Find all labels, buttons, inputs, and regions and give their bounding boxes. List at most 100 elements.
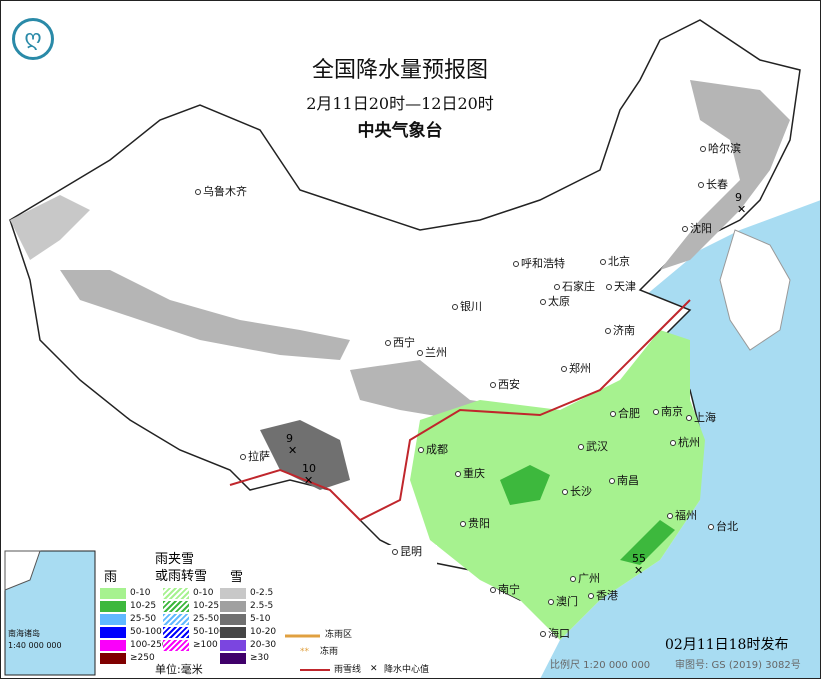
legend-swatch-snow: [220, 653, 246, 664]
city-label: 澳门: [548, 595, 578, 608]
rain-snow-line: [229, 299, 691, 522]
legend-swatch-sleet: [163, 601, 189, 612]
korea-japan-land: [719, 229, 791, 351]
legend-swatch-rain: [100, 601, 126, 612]
city-label: 南昌: [609, 474, 639, 487]
legend-swatch-snow: [220, 588, 246, 599]
city-label: 沈阳: [682, 222, 712, 235]
legend-rain-title: 雨: [104, 570, 118, 585]
precip-center-value: 9: [286, 432, 293, 445]
city-label: 哈尔滨: [700, 142, 741, 155]
city-label: 南宁: [490, 583, 520, 596]
snow-area-west: [60, 270, 350, 360]
legend-label-rain: 0-10: [130, 588, 151, 598]
precip-center-x-icon: ✕: [288, 444, 298, 457]
city-label: 广州: [570, 572, 600, 585]
legend-label-snow: 2.5-5: [250, 601, 274, 611]
legend-label-rain: ≥250: [130, 653, 155, 663]
legend-label-snow: 0-2.5: [250, 588, 274, 598]
city-label: 西宁: [385, 336, 415, 349]
agency-name: 中央气象台: [357, 121, 443, 141]
map-title: 全国降水量预报图: [311, 58, 488, 83]
legend-label-snow: 5-10: [250, 614, 271, 624]
precip-center-x-icon: ✕: [737, 203, 747, 216]
city-label: 昆明: [392, 545, 422, 558]
snow-area-northeast: [660, 80, 790, 270]
legend-swatch-sleet: [163, 640, 189, 651]
legend-sleet-title: 雨夹雪: [155, 552, 195, 567]
city-label: 拉萨: [240, 450, 270, 463]
inset-label: 南海诸岛: [8, 629, 40, 638]
city-label: 太原: [540, 295, 570, 308]
legend-freezing-rain: 冻雨: [320, 647, 339, 657]
legend-unit: 单位:毫米: [155, 663, 203, 676]
legend-label-sleet: 25-50: [193, 614, 220, 624]
legend-sleet-title2: 或雨转雪: [155, 569, 208, 584]
snow-area-tibet: [260, 420, 350, 490]
legend-snow-title: 雪: [230, 570, 244, 585]
city-label: 合肥: [610, 407, 640, 420]
legend-label-rain: 100-250: [130, 640, 168, 650]
precip-center-x-icon: ✕: [304, 474, 314, 487]
legend-label-sleet: 10-25: [193, 601, 220, 611]
precip-center-value: 9: [735, 191, 742, 204]
city-label: 郑州: [561, 362, 591, 375]
legend-label-rain: 10-25: [130, 601, 157, 611]
legend-swatch-snow: [220, 627, 246, 638]
legend-center-value: 降水中心值: [384, 665, 430, 675]
cma-logo: ღ: [12, 18, 54, 60]
city-label: 福州: [667, 509, 697, 522]
precip-center-value: 55: [632, 552, 646, 565]
city-label: 成都: [418, 443, 448, 456]
city-label: 杭州: [670, 436, 700, 449]
approval-number: 审图号: GS (2019) 3082号: [675, 660, 801, 671]
legend-swatch-sleet: [163, 627, 189, 638]
city-label: 乌鲁木齐: [195, 185, 247, 198]
city-label: 海口: [540, 627, 570, 640]
city-label: 银川: [452, 300, 482, 313]
legend-freezing-zone: 冻雨区: [325, 630, 353, 640]
legend-swatch-snow: [220, 614, 246, 625]
legend-label-snow: 10-20: [250, 627, 277, 637]
city-label: 香港: [588, 589, 618, 602]
legend-label-sleet: 0-10: [193, 588, 214, 598]
legend-swatch-rain: [100, 588, 126, 599]
inset-scale: 1:40 000 000: [8, 641, 62, 650]
city-label: 呼和浩特: [513, 257, 565, 270]
freezing-rain-symbol: **: [300, 647, 309, 657]
city-label: 贵阳: [460, 517, 490, 530]
legend-swatch-rain: [100, 614, 126, 625]
legend-label-rain: 50-100: [130, 627, 162, 637]
city-label: 长春: [698, 178, 728, 191]
legend-label-snow: ≥30: [250, 653, 269, 663]
city-label: 重庆: [455, 467, 485, 480]
legend-swatch-sleet: [163, 588, 189, 599]
precip-center-value: 10: [302, 462, 316, 475]
city-label: 兰州: [417, 346, 447, 359]
city-label: 天津: [606, 280, 636, 293]
legend-rain-snow-line: 雨雪线: [334, 665, 362, 675]
legend-swatch-snow: [220, 640, 246, 651]
city-label: 台北: [708, 520, 738, 533]
legend-label-snow: 20-30: [250, 640, 277, 650]
legend-label-sleet: 50-100: [193, 627, 225, 637]
snow-area-xinjiang: [10, 195, 90, 260]
center-x-icon: ✕: [370, 664, 378, 674]
city-label: 上海: [686, 411, 716, 424]
city-label: 武汉: [578, 440, 608, 453]
city-label: 西安: [490, 378, 520, 391]
legend-label-rain: 25-50: [130, 614, 157, 624]
legend-swatch-snow: [220, 601, 246, 612]
legend-swatch-sleet: [163, 614, 189, 625]
map-scale: 比例尺 1:20 000 000: [550, 660, 651, 671]
issue-time: 02月11日18时发布: [665, 637, 789, 653]
legend-label-sleet: ≥100: [193, 640, 218, 650]
city-label: 长沙: [562, 485, 592, 498]
legend-swatch-rain: [100, 640, 126, 651]
city-label: 南京: [653, 405, 683, 418]
forecast-period: 2月11日20时—12日20时: [306, 94, 494, 113]
precip-center-x-icon: ✕: [634, 564, 644, 577]
legend-swatch-rain: [100, 653, 126, 664]
